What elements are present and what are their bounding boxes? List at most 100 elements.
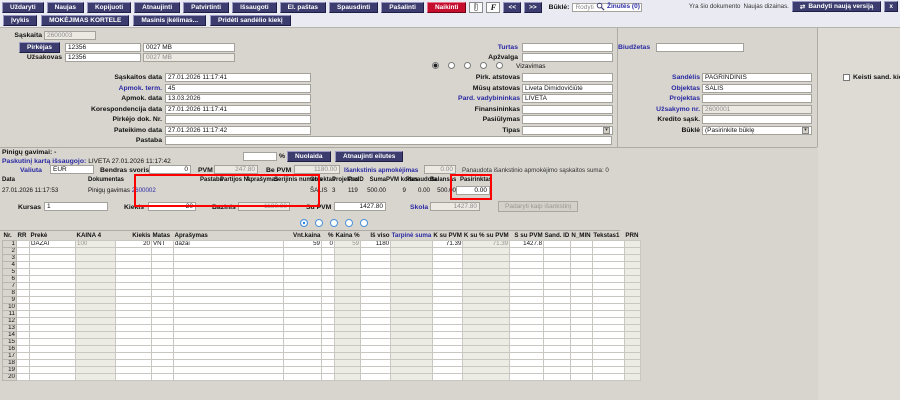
- items-cell[interactable]: [591, 309, 625, 318]
- items-cell[interactable]: [333, 302, 362, 311]
- items-cell[interactable]: [75, 344, 116, 353]
- items-cell[interactable]: [623, 281, 641, 290]
- detail-field-pasi-lymas[interactable]: [522, 115, 613, 124]
- items-cell[interactable]: [431, 246, 464, 255]
- items-cell[interactable]: [591, 253, 625, 262]
- discount-button[interactable]: Nuolaida: [287, 151, 331, 162]
- items-cell[interactable]: 1180: [360, 239, 392, 248]
- items-cell[interactable]: [390, 323, 433, 332]
- items-cell[interactable]: 71.39: [431, 239, 464, 248]
- items-cell[interactable]: [115, 267, 152, 276]
- items-cell[interactable]: [16, 281, 30, 290]
- items-cell[interactable]: [321, 309, 335, 318]
- items-cell[interactable]: [29, 372, 76, 381]
- view-radio-1[interactable]: [448, 62, 455, 69]
- items-cell[interactable]: [173, 267, 284, 276]
- items-cell[interactable]: [623, 302, 641, 311]
- items-cell[interactable]: [543, 253, 571, 262]
- items-cell[interactable]: [333, 323, 362, 332]
- toolbar-button-prid-ti-sand-lio-kiek[interactable]: Pridėti sandėlio kiekį: [210, 15, 291, 26]
- items-cell[interactable]: [283, 330, 322, 339]
- items-cell[interactable]: [431, 274, 464, 283]
- items-cell[interactable]: [543, 274, 571, 283]
- toolbar-button-masinis-k-limas[interactable]: Masinis įkėlimas...: [133, 15, 207, 26]
- items-cell[interactable]: [623, 330, 641, 339]
- items-cell[interactable]: [462, 295, 511, 304]
- items-cell[interactable]: [591, 351, 625, 360]
- items-cell[interactable]: [569, 246, 593, 255]
- items-cell[interactable]: [390, 253, 433, 262]
- items-cell[interactable]: [333, 295, 362, 304]
- rows-radio-4[interactable]: [360, 219, 368, 227]
- items-cell[interactable]: [509, 267, 545, 276]
- detail-label-objektas[interactable]: Objektas: [671, 84, 700, 92]
- items-cell[interactable]: [333, 372, 362, 381]
- items-cell[interactable]: [173, 365, 284, 374]
- items-cell[interactable]: [390, 302, 433, 311]
- items-cell[interactable]: [591, 358, 625, 367]
- items-cell[interactable]: [321, 281, 335, 290]
- items-cell[interactable]: [16, 253, 30, 262]
- items-cell[interactable]: [623, 365, 641, 374]
- items-cell[interactable]: [360, 246, 392, 255]
- items-cell[interactable]: [29, 337, 76, 346]
- detail-field-apmok-data[interactable]: 13.03.2026: [165, 94, 311, 103]
- toolbar-button-mok-jimas-kortele[interactable]: MOKĖJIMAS KORTELE: [41, 15, 130, 26]
- items-cell[interactable]: [462, 309, 511, 318]
- items-cell[interactable]: [75, 358, 116, 367]
- detail-label-apmok-term[interactable]: Apmok. term.: [118, 84, 162, 92]
- discount-input[interactable]: [243, 152, 277, 161]
- items-cell[interactable]: [591, 330, 625, 339]
- items-cell[interactable]: [151, 344, 174, 353]
- items-cell[interactable]: [431, 344, 464, 353]
- items-cell[interactable]: [360, 274, 392, 283]
- items-cell[interactable]: [390, 274, 433, 283]
- items-cell[interactable]: [16, 309, 30, 318]
- try-new-version-button[interactable]: ⇄ Bandyti naują versiją: [791, 1, 882, 12]
- items-cell[interactable]: [569, 288, 593, 297]
- items-cell[interactable]: [321, 372, 335, 381]
- items-cell[interactable]: [360, 281, 392, 290]
- items-cell[interactable]: [390, 239, 433, 248]
- items-cell[interactable]: [283, 274, 322, 283]
- detail-field-finansininkas[interactable]: [522, 104, 613, 114]
- detail-label-u-sakymo-nr[interactable]: Užsakymo nr.: [656, 105, 700, 113]
- items-cell[interactable]: [333, 281, 362, 290]
- items-cell[interactable]: [151, 309, 174, 318]
- items-cell[interactable]: [431, 295, 464, 304]
- payment-doc-link[interactable]: 2600002: [131, 187, 156, 194]
- view-radio-2[interactable]: [464, 62, 471, 69]
- items-cell[interactable]: [75, 337, 116, 346]
- items-cell[interactable]: [115, 330, 152, 339]
- detail-field-pirk-jo-dok-nr[interactable]: [165, 115, 311, 124]
- items-cell[interactable]: [509, 323, 545, 332]
- items-cell[interactable]: 71.39: [462, 239, 511, 248]
- items-cell[interactable]: [283, 365, 322, 374]
- items-cell[interactable]: [509, 351, 545, 360]
- items-cell[interactable]: [115, 281, 152, 290]
- items-cell[interactable]: [591, 365, 625, 374]
- items-cell[interactable]: [462, 372, 511, 381]
- items-cell[interactable]: [543, 358, 571, 367]
- new-design-link[interactable]: Naujas dizainas.: [743, 3, 789, 10]
- items-cell[interactable]: 1427.8: [509, 239, 545, 248]
- items-cell[interactable]: [173, 372, 284, 381]
- items-cell[interactable]: [543, 351, 571, 360]
- items-cell[interactable]: [591, 372, 625, 381]
- turtas-label[interactable]: Turtas: [497, 44, 518, 51]
- items-cell[interactable]: [29, 253, 76, 262]
- items-cell[interactable]: [623, 323, 641, 332]
- items-cell[interactable]: [333, 253, 362, 262]
- items-cell[interactable]: [462, 358, 511, 367]
- items-cell[interactable]: [321, 323, 335, 332]
- rows-radio-2[interactable]: [330, 219, 338, 227]
- items-cell[interactable]: [115, 288, 152, 297]
- view-radio-3[interactable]: [480, 62, 487, 69]
- valiuta-field[interactable]: EUR: [50, 165, 94, 174]
- items-cell[interactable]: [151, 372, 174, 381]
- items-cell[interactable]: [333, 358, 362, 367]
- rows-radio-1[interactable]: [315, 219, 323, 227]
- detail-field-korespondencija-data[interactable]: 27.01.2026 11:17:41: [165, 104, 311, 114]
- items-cell[interactable]: [543, 239, 571, 248]
- items-cell[interactable]: [75, 253, 116, 262]
